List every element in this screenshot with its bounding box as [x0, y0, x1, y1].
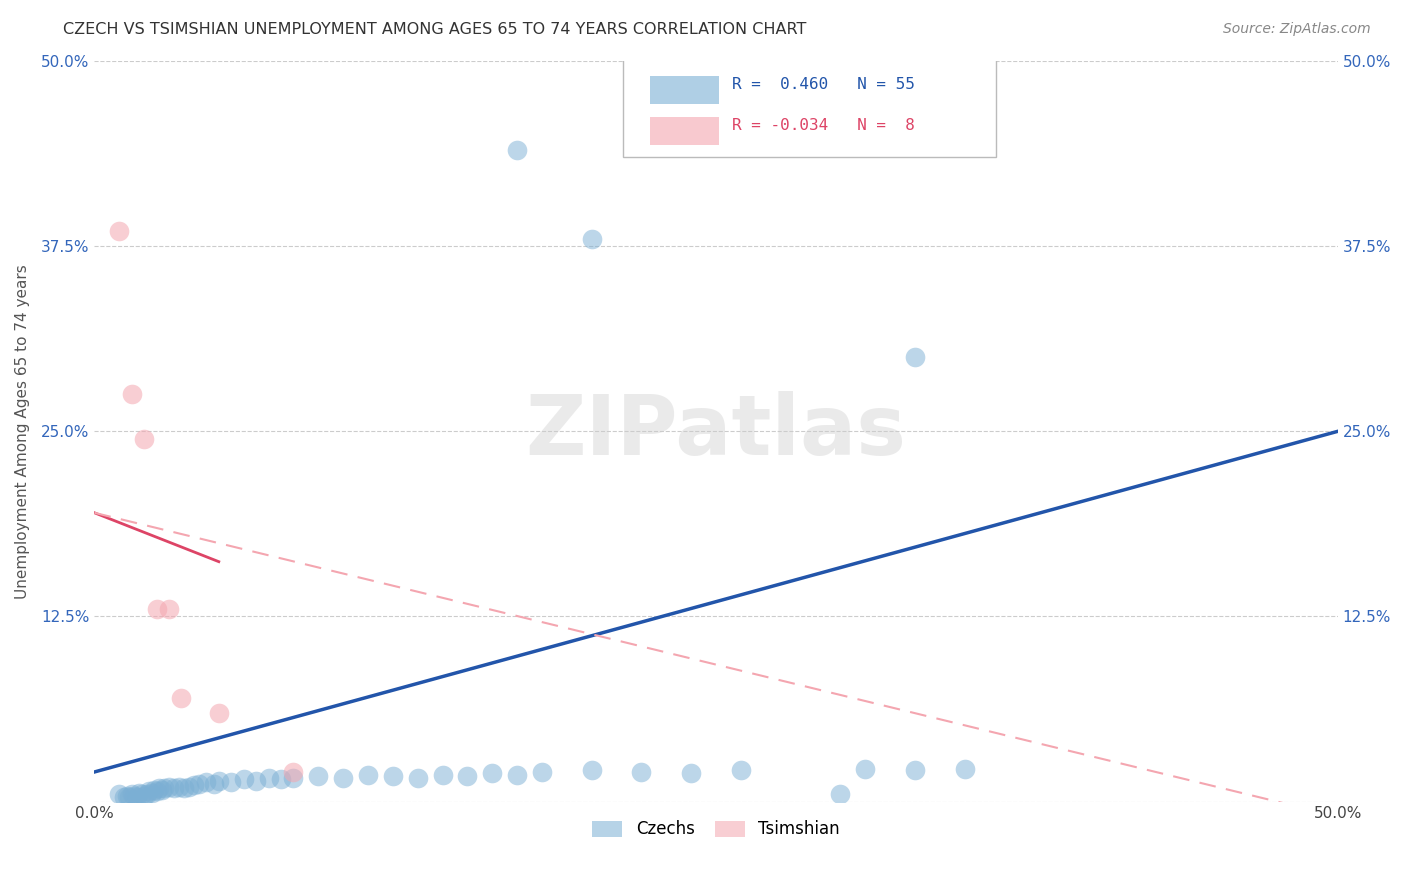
Point: [332, 771, 354, 785]
Point: [581, 764, 603, 778]
Point: [128, 786, 150, 800]
Bar: [650, 76, 718, 104]
Point: [530, 764, 553, 779]
Point: [830, 787, 852, 801]
Point: [208, 706, 231, 720]
Point: [506, 143, 529, 157]
Point: [187, 777, 209, 791]
Point: [195, 775, 218, 789]
Point: [202, 777, 225, 791]
Point: [853, 762, 876, 776]
Point: [143, 782, 166, 797]
Point: [134, 789, 156, 803]
Text: R = -0.034   N =  8: R = -0.034 N = 8: [733, 118, 915, 133]
Text: ZIPatlas: ZIPatlas: [526, 391, 907, 472]
FancyBboxPatch shape: [623, 57, 995, 157]
Point: [283, 764, 305, 779]
Point: [173, 781, 195, 796]
Point: [108, 224, 131, 238]
Point: [177, 780, 200, 794]
Point: [134, 432, 156, 446]
Point: [145, 784, 167, 798]
Point: [138, 784, 160, 798]
Point: [456, 769, 478, 783]
Point: [157, 780, 180, 794]
Point: [381, 769, 404, 783]
Point: [145, 602, 167, 616]
Point: [150, 782, 173, 797]
Point: [904, 764, 927, 778]
Point: [245, 773, 267, 788]
Point: [581, 232, 603, 246]
Legend: Czechs, Tsimshian: Czechs, Tsimshian: [586, 814, 846, 845]
Point: [406, 771, 429, 785]
Point: [122, 789, 145, 803]
Point: [131, 787, 153, 801]
Point: [121, 387, 143, 401]
Point: [630, 764, 652, 779]
Point: [153, 781, 176, 796]
Point: [170, 690, 193, 705]
Point: [481, 766, 503, 780]
Point: [125, 790, 148, 805]
Text: CZECH VS TSIMSHIAN UNEMPLOYMENT AMONG AGES 65 TO 74 YEARS CORRELATION CHART: CZECH VS TSIMSHIAN UNEMPLOYMENT AMONG AG…: [63, 22, 807, 37]
Text: Source: ZipAtlas.com: Source: ZipAtlas.com: [1223, 22, 1371, 37]
Point: [141, 786, 163, 800]
Point: [208, 773, 231, 788]
Point: [904, 351, 927, 365]
Point: [506, 768, 529, 782]
Point: [157, 602, 180, 616]
Point: [307, 769, 329, 783]
Point: [163, 781, 186, 796]
Y-axis label: Unemployment Among Ages 65 to 74 years: Unemployment Among Ages 65 to 74 years: [15, 264, 30, 599]
Point: [283, 771, 305, 785]
Point: [112, 790, 135, 805]
Point: [270, 772, 292, 787]
Point: [167, 780, 190, 794]
Point: [432, 768, 454, 782]
Point: [118, 790, 141, 805]
Point: [183, 778, 205, 792]
Point: [953, 762, 976, 776]
Point: [681, 766, 703, 780]
Point: [219, 775, 242, 789]
Point: [108, 787, 131, 801]
Point: [730, 764, 752, 778]
Bar: [650, 117, 718, 145]
Point: [121, 787, 143, 801]
Point: [148, 781, 170, 796]
Point: [257, 771, 280, 785]
Point: [232, 772, 254, 787]
Text: R =  0.460   N = 55: R = 0.460 N = 55: [733, 78, 915, 93]
Point: [357, 768, 380, 782]
Point: [115, 789, 138, 803]
Point: [135, 787, 157, 801]
